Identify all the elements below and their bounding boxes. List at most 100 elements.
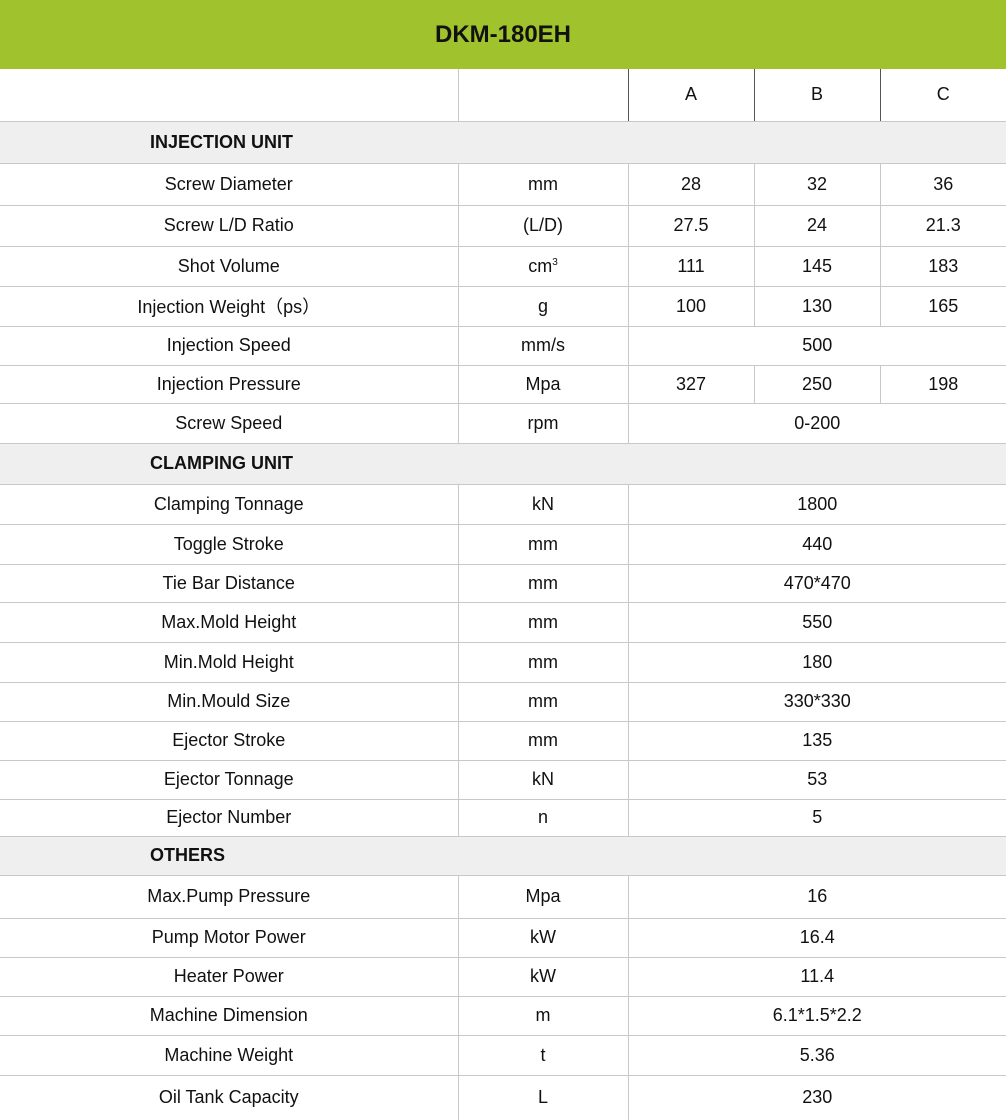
parameter-label: Heater Power <box>0 957 458 997</box>
table-row: Injection Weight（ps） g 100 130 165 <box>0 286 1006 327</box>
column-header: C <box>879 69 1006 122</box>
table-row: Tie Bar Distance mm 470*470 <box>0 564 1006 603</box>
unit-text: (L/D) <box>523 215 563 235</box>
table-row: Injection Speed mm/s 500 <box>0 326 1006 366</box>
unit-cell: mm <box>457 524 628 565</box>
column-header: B <box>753 69 880 122</box>
unit-cell: mm <box>457 682 628 722</box>
unit-cell: Mpa <box>457 875 628 919</box>
unit-cell: mm <box>457 721 628 761</box>
table-row: Shot Volume cm3 111 145 183 <box>0 246 1006 287</box>
unit-text: kN <box>532 769 554 789</box>
unit-cell: mm <box>457 642 628 683</box>
unit-cell: g <box>457 286 628 327</box>
value-cell: 16 <box>627 875 1006 919</box>
table-row: Ejector Tonnage kN 53 <box>0 760 1006 800</box>
parameter-label: Ejector Stroke <box>0 721 458 761</box>
parameter-label: Shot Volume <box>0 246 458 287</box>
unit-text: rpm <box>527 412 559 433</box>
value-cell: 230 <box>627 1075 1006 1120</box>
parameter-label: Clamping Tonnage <box>0 484 458 525</box>
parameter-label: Min.Mold Height <box>0 642 458 683</box>
value-cell: 550 <box>627 602 1006 643</box>
parameter-label: Screw Speed <box>0 403 458 444</box>
unit-cell: cm3 <box>457 246 628 287</box>
unit-cell: kW <box>457 957 628 997</box>
unit-cell: mm/s <box>457 326 628 366</box>
parameter-label: Toggle Stroke <box>0 524 458 565</box>
table-row: Toggle Stroke mm 440 <box>0 524 1006 565</box>
parameter-label: Max.Pump Pressure <box>0 875 458 919</box>
unit-text: kN <box>532 493 554 514</box>
unit-cell: m <box>457 996 628 1036</box>
value-cell: 21.3 <box>879 205 1006 247</box>
value-cell: 198 <box>879 365 1006 404</box>
parameter-label: Screw Diameter <box>0 163 458 206</box>
value-cell: 183 <box>879 246 1006 287</box>
table-row: Ejector Number n 5 <box>0 799 1006 837</box>
table-row: Min.Mold Height mm 180 <box>0 642 1006 683</box>
unit-cell: t <box>457 1035 628 1076</box>
section-header: OTHERS <box>0 836 1006 876</box>
value-cell: 0-200 <box>627 403 1006 444</box>
value-cell: 145 <box>753 246 880 287</box>
table-row: Screw Diameter mm 28 32 36 <box>0 163 1006 206</box>
value-cell: 130 <box>753 286 880 327</box>
value-cell: 28 <box>627 163 754 206</box>
parameter-label: Oil Tank Capacity <box>0 1075 458 1120</box>
unit-text: kW <box>530 966 556 986</box>
unit-text: Mpa <box>525 373 561 394</box>
table-row: Min.Mould Size mm 330*330 <box>0 682 1006 722</box>
column-header: A <box>627 69 754 122</box>
table-row: Injection Pressure Mpa 327 250 198 <box>0 365 1006 404</box>
value-cell: 36 <box>879 163 1006 206</box>
model-title: DKM-180EH <box>0 0 1006 69</box>
value-cell: 53 <box>627 760 1006 800</box>
parameter-label: Max.Mold Height <box>0 602 458 643</box>
unit-text: mm <box>528 533 558 554</box>
unit-text: mm <box>528 611 558 632</box>
unit-text: mm <box>528 730 558 750</box>
value-cell: 6.1*1.5*2.2 <box>627 996 1006 1036</box>
value-cell: 24 <box>753 205 880 247</box>
parameter-label: Pump Motor Power <box>0 918 458 958</box>
table-row: Pump Motor Power kW 16.4 <box>0 918 1006 958</box>
value-cell: 135 <box>627 721 1006 761</box>
unit-text: n <box>537 807 548 827</box>
unit-text: mm/s <box>521 335 565 355</box>
value-cell: 100 <box>627 286 754 327</box>
unit-text: mm <box>528 651 558 672</box>
parameter-label: Ejector Number <box>0 799 458 837</box>
parameter-label: Injection Pressure <box>0 365 458 404</box>
table-row: Machine Weight t 5.36 <box>0 1035 1006 1076</box>
value-cell: 250 <box>753 365 880 404</box>
value-cell: 16.4 <box>627 918 1006 958</box>
parameter-label: Min.Mould Size <box>0 682 458 722</box>
unit-cell: mm <box>457 564 628 603</box>
value-cell: 440 <box>627 524 1006 565</box>
value-cell: 111 <box>627 246 754 287</box>
value-cell: 11.4 <box>627 957 1006 997</box>
parameter-label: Machine Dimension <box>0 996 458 1036</box>
table-row: Max.Pump Pressure Mpa 16 <box>0 875 1006 919</box>
value-cell: 500 <box>627 326 1006 366</box>
value-cell: 1800 <box>627 484 1006 525</box>
parameter-label: Tie Bar Distance <box>0 564 458 603</box>
unit-text: cm <box>528 255 553 276</box>
unit-text: Mpa <box>525 886 561 906</box>
unit-text: m <box>535 1005 551 1025</box>
table-row: Ejector Stroke mm 135 <box>0 721 1006 761</box>
parameter-label: Injection Speed <box>0 326 458 366</box>
parameter-label: Ejector Tonnage <box>0 760 458 800</box>
value-cell: 5.36 <box>627 1035 1006 1076</box>
value-cell: 165 <box>879 286 1006 327</box>
value-cell: 27.5 <box>627 205 754 247</box>
unit-superscript: 3 <box>552 256 558 268</box>
unit-cell: kN <box>457 760 628 800</box>
value-cell: 330*330 <box>627 682 1006 722</box>
unit-text: g <box>537 295 548 316</box>
unit-cell: rpm <box>457 403 628 444</box>
section-title: CLAMPING UNIT <box>0 443 1006 485</box>
